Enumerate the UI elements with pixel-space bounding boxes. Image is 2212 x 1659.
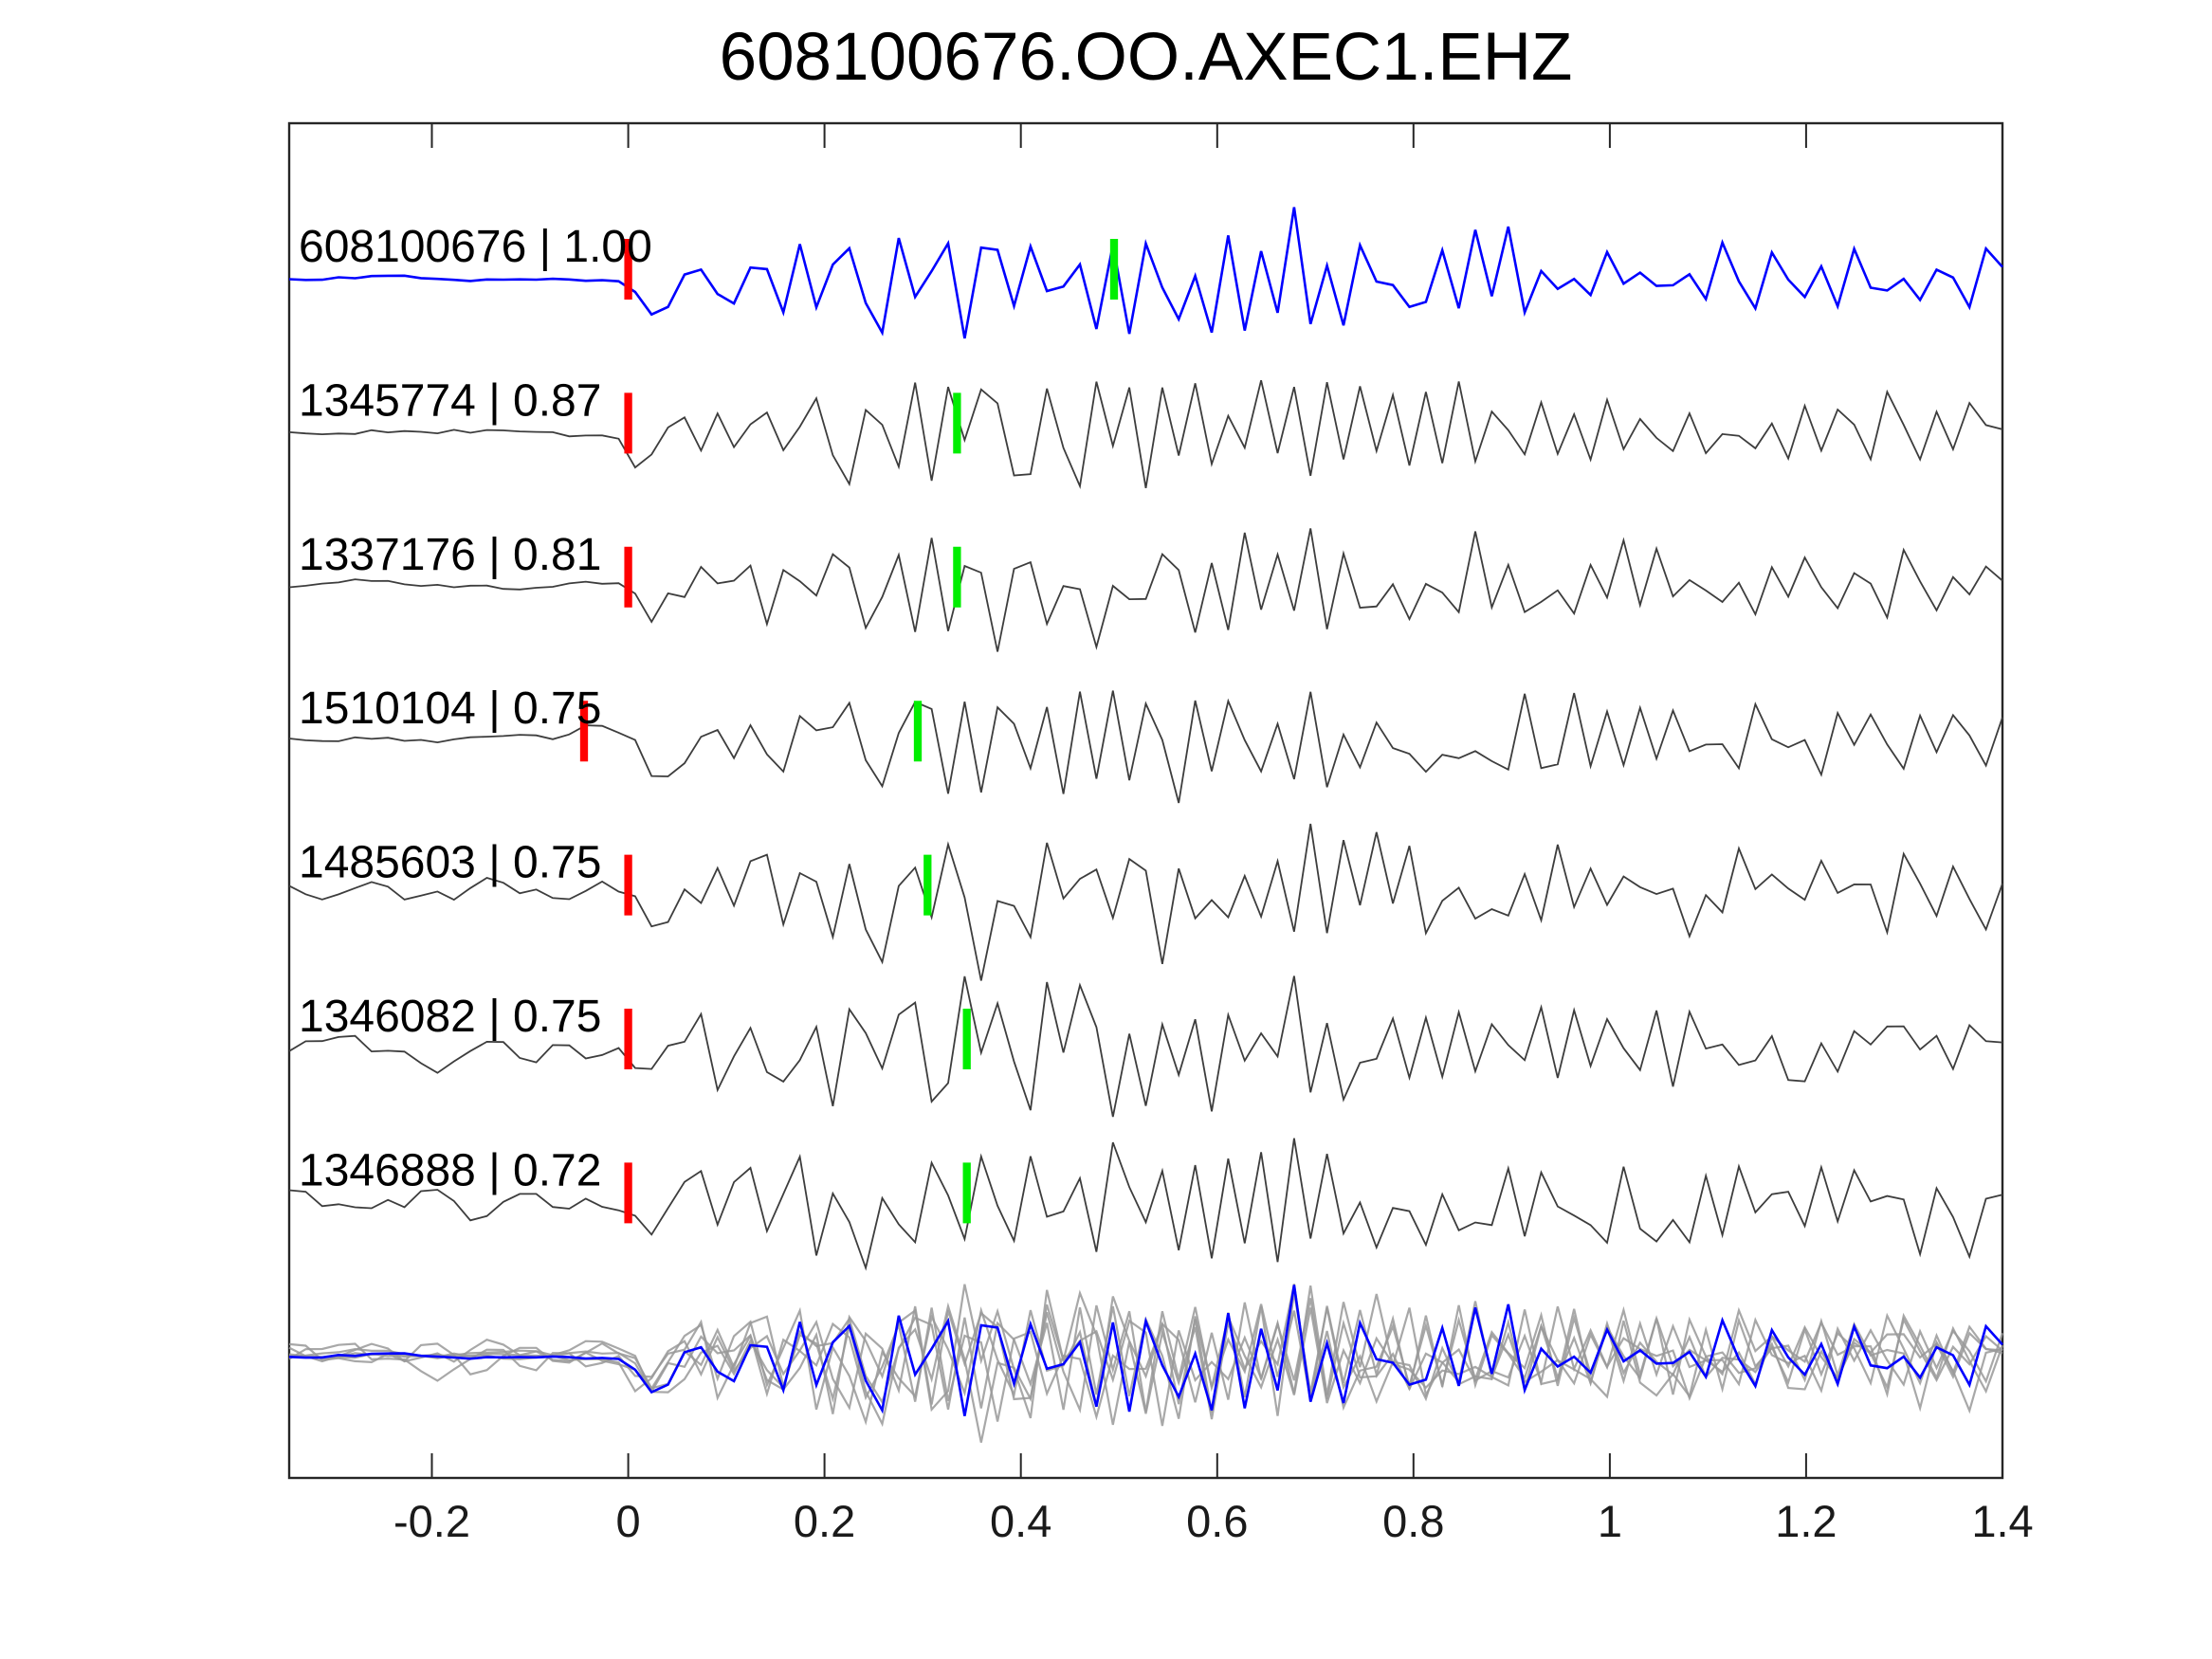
svg-text:1337176 | 0.81: 1337176 | 0.81: [299, 530, 601, 580]
svg-text:608100676.OO.AXEC1.EHZ: 608100676.OO.AXEC1.EHZ: [720, 20, 1573, 95]
svg-text:0.4: 0.4: [990, 1496, 1051, 1546]
svg-text:1345774 | 0.87: 1345774 | 0.87: [299, 375, 601, 426]
svg-text:0.2: 0.2: [794, 1496, 855, 1546]
svg-text:1: 1: [1598, 1496, 1622, 1546]
svg-text:1.2: 1.2: [1775, 1496, 1837, 1546]
svg-text:1346888 | 0.72: 1346888 | 0.72: [299, 1145, 601, 1195]
svg-text:1346082 | 0.75: 1346082 | 0.75: [299, 992, 601, 1042]
svg-text:1485603 | 0.75: 1485603 | 0.75: [299, 838, 601, 888]
svg-text:1510104 | 0.75: 1510104 | 0.75: [299, 684, 601, 734]
svg-text:0.6: 0.6: [1186, 1496, 1248, 1546]
svg-text:-0.2: -0.2: [393, 1496, 470, 1546]
svg-text:1.4: 1.4: [1971, 1496, 2033, 1546]
svg-text:0.8: 0.8: [1382, 1496, 1444, 1546]
svg-text:0: 0: [616, 1496, 641, 1546]
svg-text:608100676 | 1.00: 608100676 | 1.00: [299, 222, 652, 272]
